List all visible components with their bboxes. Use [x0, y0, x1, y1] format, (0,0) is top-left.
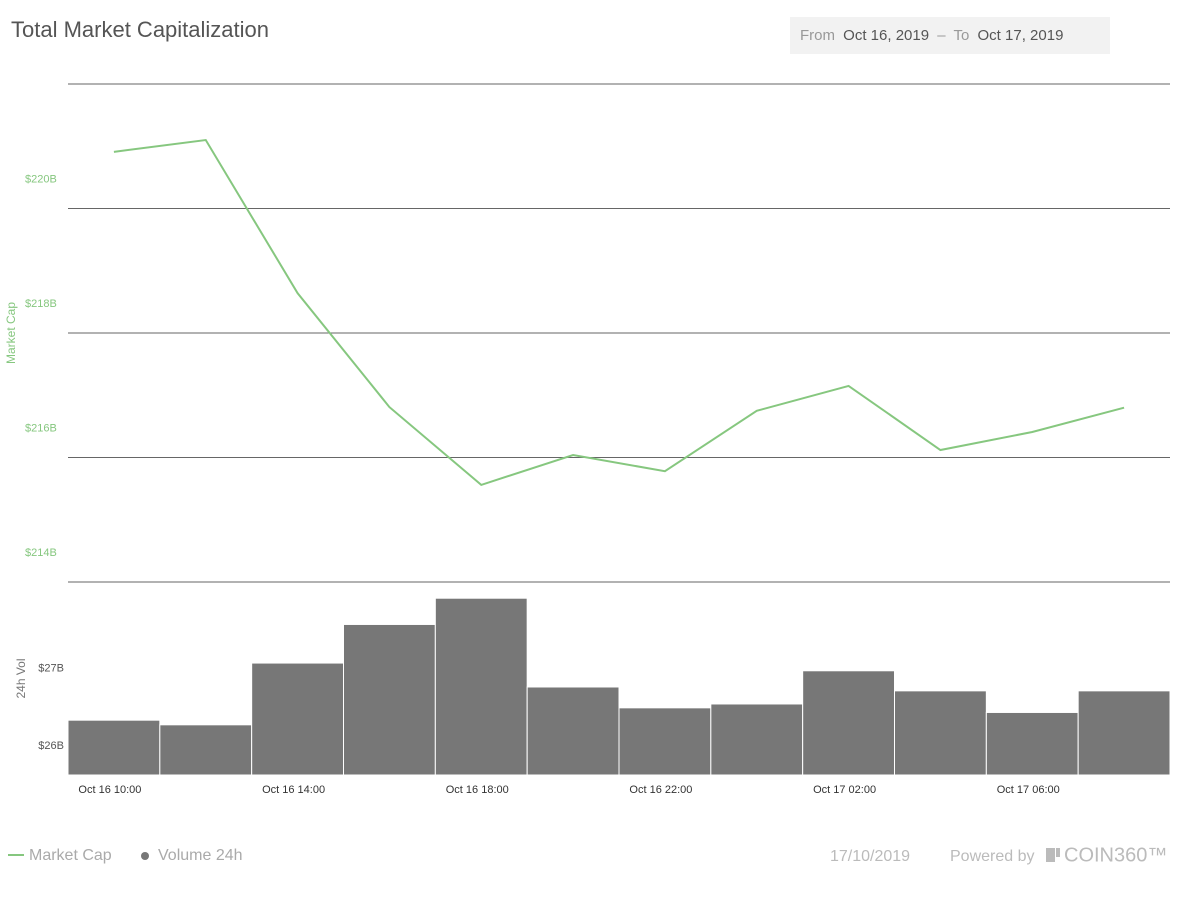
brand-logo [1046, 848, 1055, 862]
bar [434, 597, 528, 776]
x-tick-label: Oct 16 22:00 [629, 784, 692, 796]
bar [67, 719, 161, 776]
brand: COIN360™ [1064, 844, 1167, 866]
range-separator: – [937, 27, 946, 44]
bar [1077, 690, 1171, 776]
powered-by: Powered by [950, 848, 1035, 865]
bar [985, 711, 1079, 776]
footer-date: 17/10/2019 [830, 848, 910, 865]
bar [894, 690, 987, 776]
y-tick-label: $216B [25, 422, 57, 434]
bar [618, 707, 712, 776]
bar [526, 686, 620, 776]
y-tick-label: $214B [25, 547, 57, 559]
bar [710, 703, 804, 776]
y-tick-label: $218B [25, 298, 57, 310]
chart-title: Total Market Capitalization [11, 17, 269, 42]
x-tick-label: Oct 16 14:00 [262, 784, 325, 796]
line [113, 138, 1125, 487]
y-axis-title: 24h Vol [14, 658, 28, 698]
legend-label: Market Cap [29, 847, 112, 864]
legend-label: Volume 24h [158, 847, 243, 864]
to-label: To [954, 27, 970, 44]
bar [251, 662, 345, 776]
x-tick-label: Oct 16 10:00 [78, 784, 141, 796]
legend-swatch [141, 852, 149, 860]
date-range: From Oct 16, 2019 – To Oct 17, 2019 [800, 27, 1063, 44]
to-date: Oct 17, 2019 [978, 27, 1064, 44]
from-label: From [800, 27, 835, 44]
x-tick-label: Oct 17 02:00 [813, 784, 876, 796]
y-tick-label: $26B [38, 740, 64, 752]
bar [159, 724, 253, 776]
date-range-box[interactable] [790, 17, 1110, 54]
y-axis-title: Market Cap [4, 302, 18, 364]
bar [343, 623, 436, 776]
y-tick-label: $27B [38, 663, 64, 675]
from-date: Oct 16, 2019 [843, 27, 929, 44]
x-tick-label: Oct 17 06:00 [997, 784, 1060, 796]
brand-logo [1056, 848, 1060, 857]
y-tick-label: $220B [25, 173, 57, 185]
x-tick-label: Oct 16 18:00 [446, 784, 509, 796]
bar [802, 670, 896, 776]
